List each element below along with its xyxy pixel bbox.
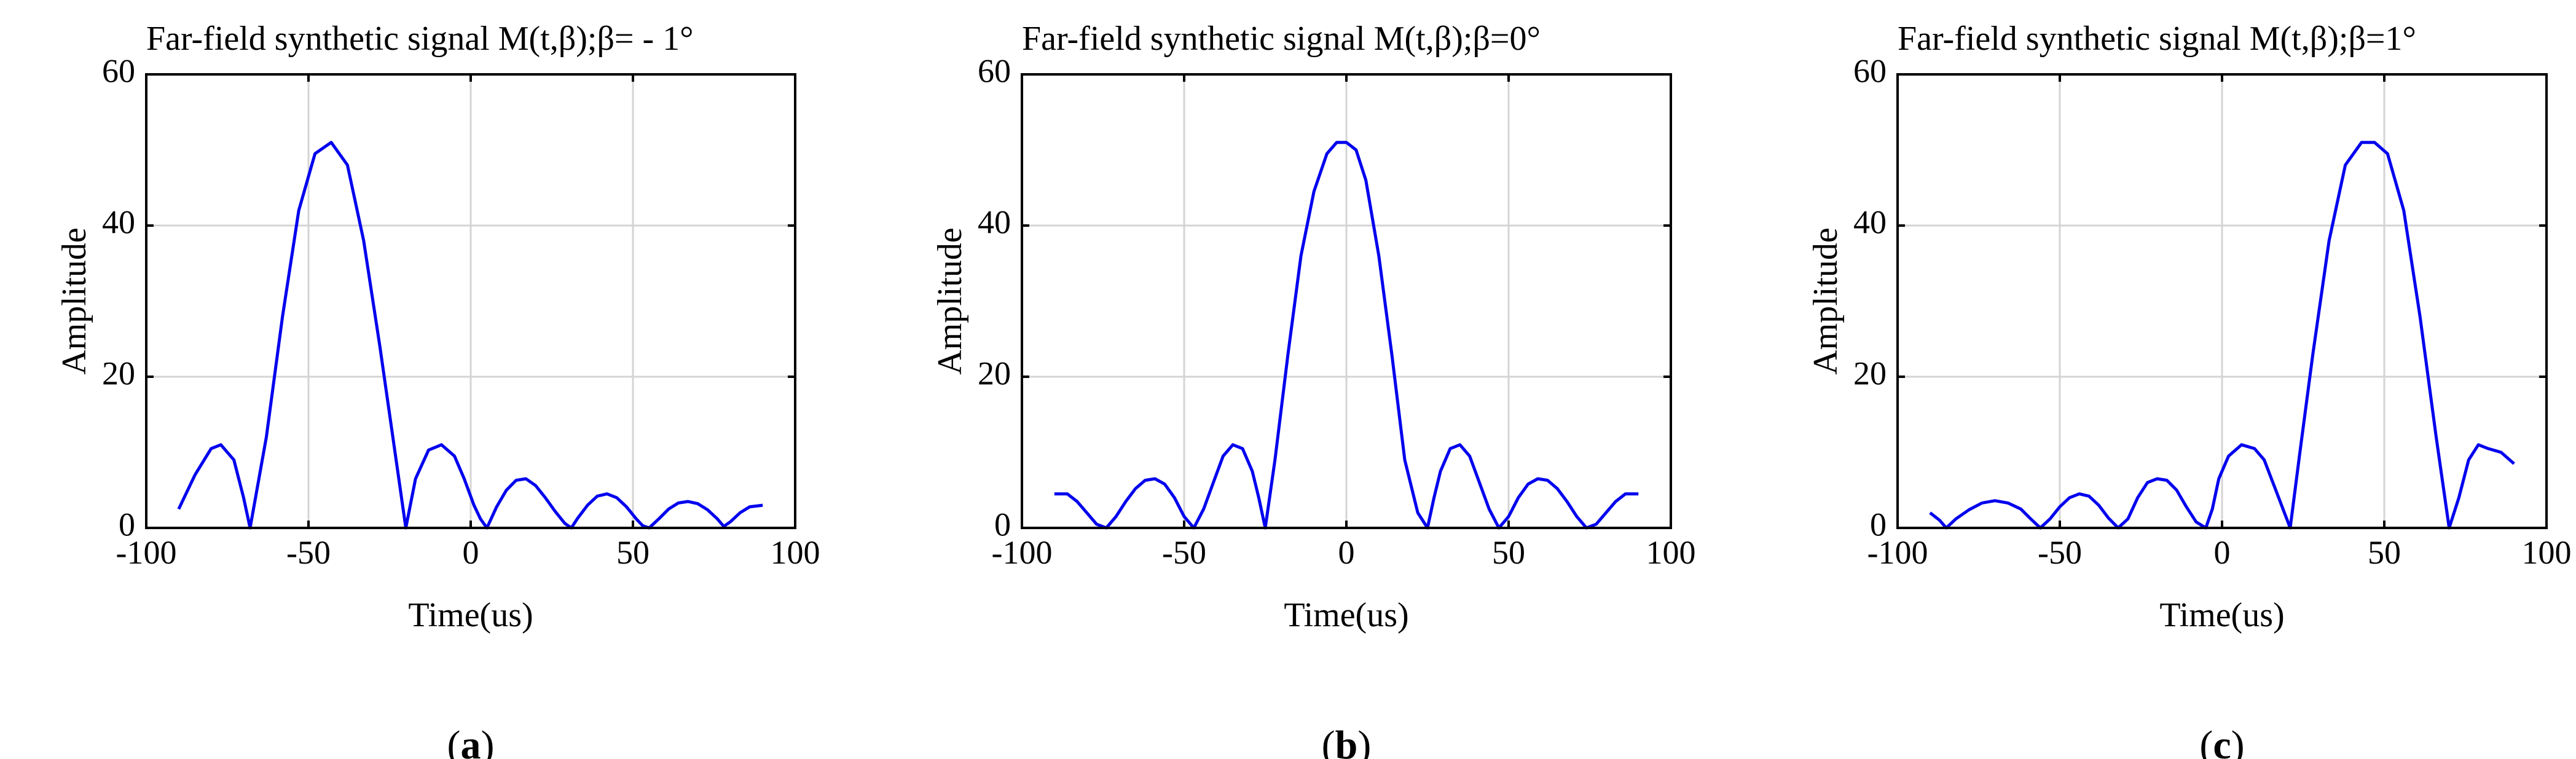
plot-frame xyxy=(1896,73,2548,529)
plot-frame xyxy=(1021,73,1672,529)
x-axis-label: Time(us) xyxy=(1284,596,1408,634)
gridlines xyxy=(1022,74,1671,528)
x-tick-label: 50 xyxy=(1492,534,1525,571)
y-tick-label: 0 xyxy=(994,506,1011,543)
x-axis-label: Time(us) xyxy=(408,596,533,634)
y-tick-label: 0 xyxy=(1870,506,1887,543)
series-line xyxy=(177,141,763,530)
chart-title: Far-field synthetic signal M(t,β);β= - 1… xyxy=(146,20,694,58)
x-tick-label: 0 xyxy=(2214,534,2231,571)
panel-caption-letter: b xyxy=(1335,723,1358,759)
x-tick-label: 100 xyxy=(2522,534,2572,571)
x-tick-label: -50 xyxy=(2038,534,2082,571)
panel-caption: (b) xyxy=(1322,723,1372,759)
x-tick-label: 100 xyxy=(771,534,820,571)
chart-title: Far-field synthetic signal M(t,β);β=0° xyxy=(1022,20,1541,58)
gridlines xyxy=(146,74,795,528)
x-tick-label: 100 xyxy=(1646,534,1696,571)
panel-c: Far-field synthetic signal M(t,β);β=1° 0… xyxy=(1807,20,2572,759)
y-axis-label: Amplitude xyxy=(931,227,969,375)
y-tick-label: 60 xyxy=(1853,52,1887,89)
panel-caption-letter: a xyxy=(461,723,481,759)
series-line xyxy=(1929,141,2515,530)
y-tick-label: 40 xyxy=(1853,203,1887,240)
y-tick-label: 20 xyxy=(978,355,1011,391)
panel-caption: (a) xyxy=(447,723,495,759)
y-tick-label: 20 xyxy=(102,355,135,391)
y-tick-label: 60 xyxy=(978,52,1011,89)
y-tick-label: 20 xyxy=(1853,355,1887,391)
x-tick-label: -100 xyxy=(1867,534,1928,571)
y-tick-labels: 0 20 40 60 xyxy=(102,52,135,543)
x-tick-label: 50 xyxy=(2368,534,2401,571)
y-axis-label: Amplitude xyxy=(55,227,93,375)
x-tick-label: -100 xyxy=(116,534,177,571)
chart-title: Far-field synthetic signal M(t,β);β=1° xyxy=(1898,20,2416,58)
y-tick-label: 40 xyxy=(978,203,1011,240)
x-tick-labels: -100 -50 0 50 100 xyxy=(116,534,820,571)
series-line xyxy=(1054,141,1639,530)
panel-b: Far-field synthetic signal M(t,β);β=0° 0… xyxy=(931,20,1696,759)
panel-caption: (c) xyxy=(2199,723,2244,759)
y-tick-label: 60 xyxy=(102,52,135,89)
x-tick-labels: -100 -50 0 50 100 xyxy=(992,534,1696,571)
panel-a: Far-field synthetic signal M(t,β);β= - 1… xyxy=(55,20,820,759)
x-tick-label: 50 xyxy=(616,534,650,571)
x-tick-label: -50 xyxy=(286,534,331,571)
panel-caption-letter: c xyxy=(2213,723,2231,759)
y-tick-labels: 0 20 40 60 xyxy=(1853,52,1887,543)
y-tick-label: 40 xyxy=(102,203,135,240)
x-tick-label: 0 xyxy=(463,534,479,571)
plot-frame xyxy=(145,73,796,529)
y-tick-labels: 0 20 40 60 xyxy=(978,52,1011,543)
x-tick-label: -100 xyxy=(992,534,1053,571)
x-axis-label: Time(us) xyxy=(2159,596,2284,634)
y-axis-label: Amplitude xyxy=(1807,227,1845,375)
x-tick-label: -50 xyxy=(1162,534,1206,571)
x-tick-label: 0 xyxy=(1338,534,1355,571)
gridlines xyxy=(1898,74,2547,528)
x-tick-labels: -100 -50 0 50 100 xyxy=(1867,534,2572,571)
y-tick-label: 0 xyxy=(119,506,135,543)
